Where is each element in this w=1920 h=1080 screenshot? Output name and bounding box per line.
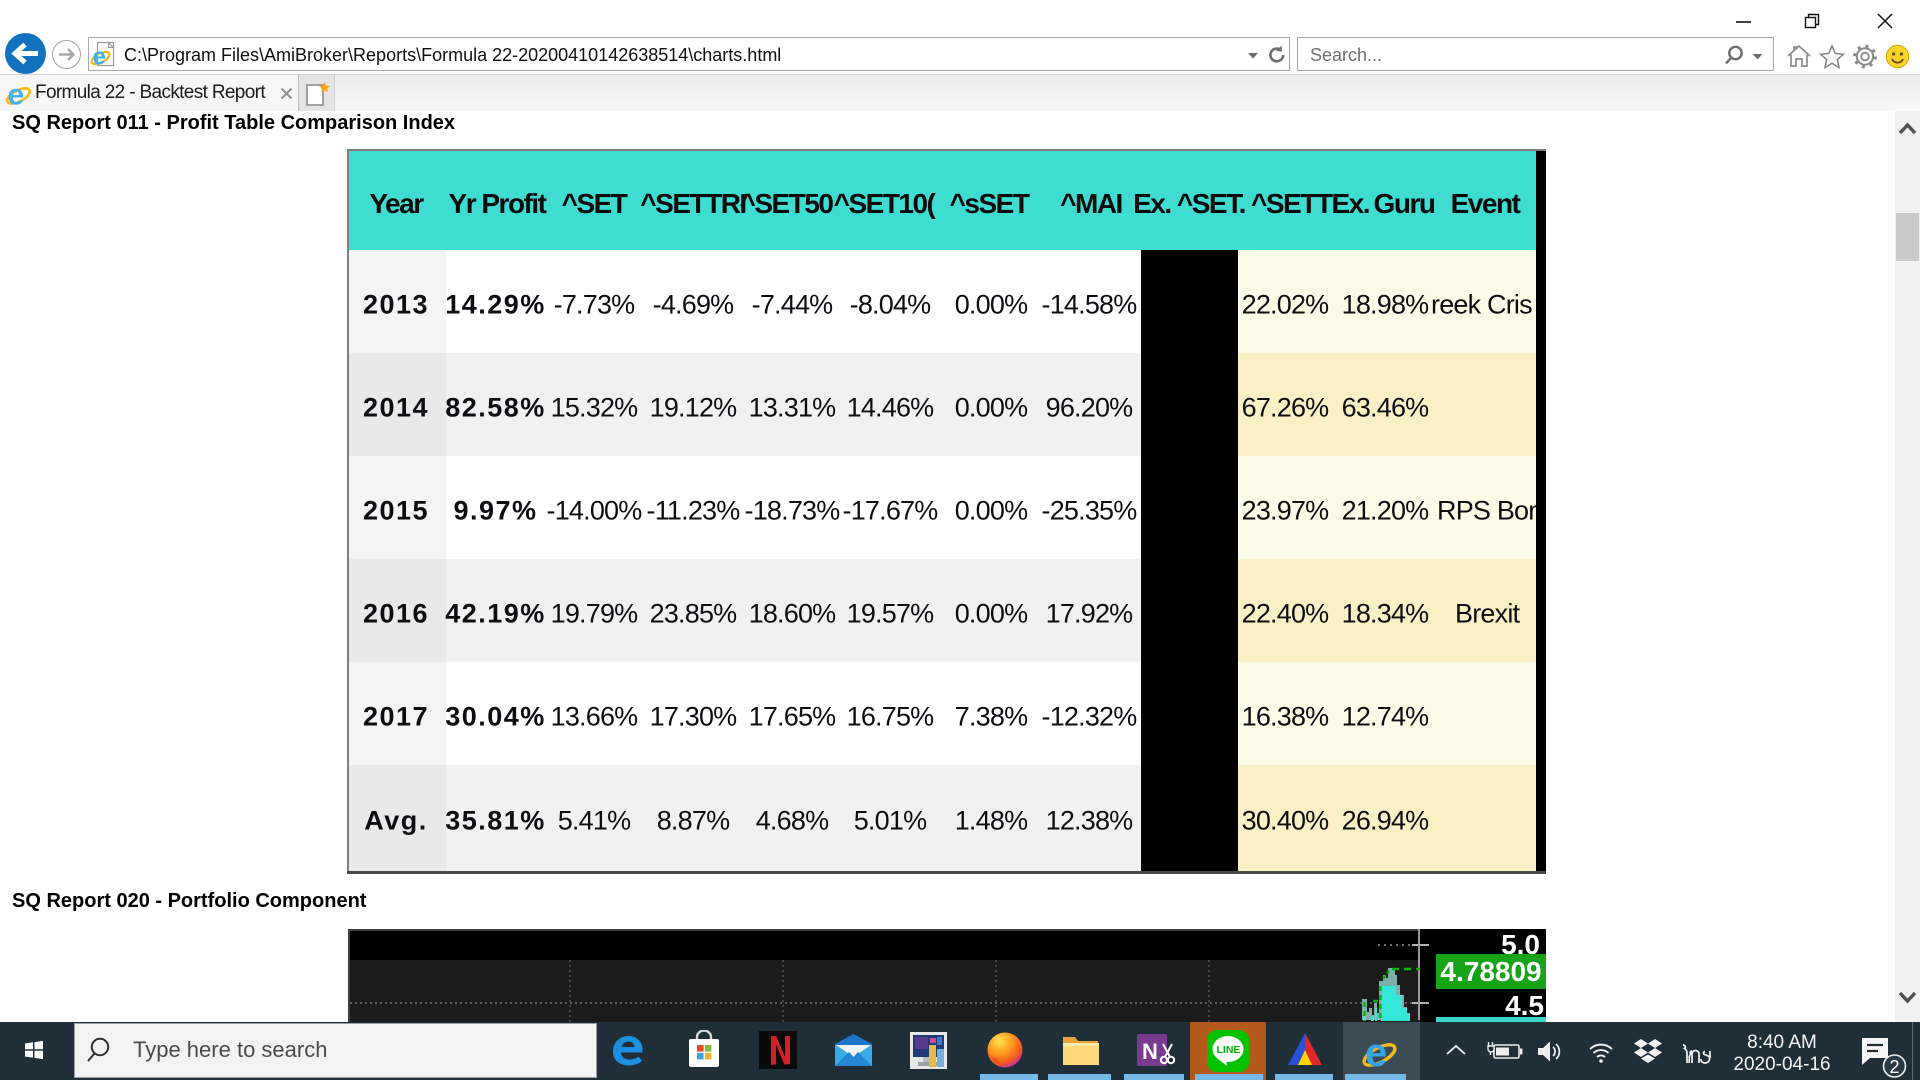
svg-text:e: e xyxy=(8,79,25,108)
svg-text:N: N xyxy=(1142,1039,1158,1064)
svg-text:LINE: LINE xyxy=(1217,1044,1241,1056)
svg-text:e: e xyxy=(93,44,106,69)
svg-text:2: 2 xyxy=(1890,1057,1900,1077)
svg-text:e: e xyxy=(1365,1031,1387,1071)
